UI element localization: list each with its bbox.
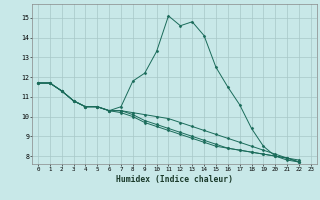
X-axis label: Humidex (Indice chaleur): Humidex (Indice chaleur)	[116, 175, 233, 184]
